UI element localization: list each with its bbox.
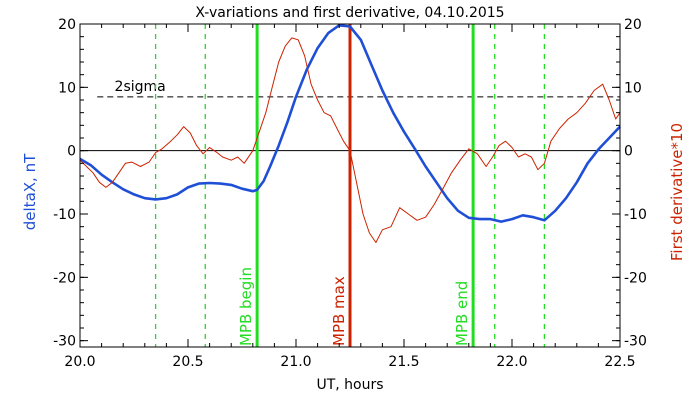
- y-tick-label-right: 20: [624, 17, 642, 33]
- y-tick-label-left: -10: [53, 207, 76, 223]
- x-tick-label: 21.0: [280, 354, 311, 370]
- chart-title: X-variations and first derivative, 04.10…: [195, 5, 504, 21]
- x-tick-label: 21.5: [388, 354, 419, 370]
- plot-area: 2sigma MPB begin MPB max MPB end 20.0 20.5 21.…: [53, 17, 647, 370]
- plot-frame: [79, 23, 621, 348]
- y-axis-label-right: First derivative*10: [668, 123, 686, 261]
- threshold-label: 2sigma: [115, 79, 166, 95]
- event-label: MPB max: [330, 276, 348, 346]
- y-tick-label-left: 0: [67, 144, 76, 160]
- y-tick-label-right: 0: [624, 144, 633, 160]
- y-tick-label-left: 10: [58, 80, 76, 96]
- y-tick-label-right: 10: [624, 80, 642, 96]
- y-tick-label-left: -30: [53, 334, 76, 350]
- y-axis-label-left: deltaX, nT: [21, 153, 39, 230]
- y-tick-label-left: -20: [53, 270, 76, 286]
- y-tick-label-right: -10: [624, 207, 647, 223]
- series-derivative-line: [79, 37, 621, 243]
- x-tick-label: 20.5: [172, 354, 203, 370]
- x-axis-label: UT, hours: [316, 377, 383, 393]
- x-tick-label: 22.5: [604, 354, 635, 370]
- x-tick-label: 22.0: [496, 354, 527, 370]
- y-tick-label-left: 20: [58, 17, 76, 33]
- event-label: MPB begin: [237, 267, 255, 346]
- y-tick-label-right: -20: [624, 270, 647, 286]
- y-tick-label-right: -30: [624, 334, 647, 350]
- x-tick-label: 20.0: [64, 354, 95, 370]
- event-label: MPB end: [453, 281, 471, 346]
